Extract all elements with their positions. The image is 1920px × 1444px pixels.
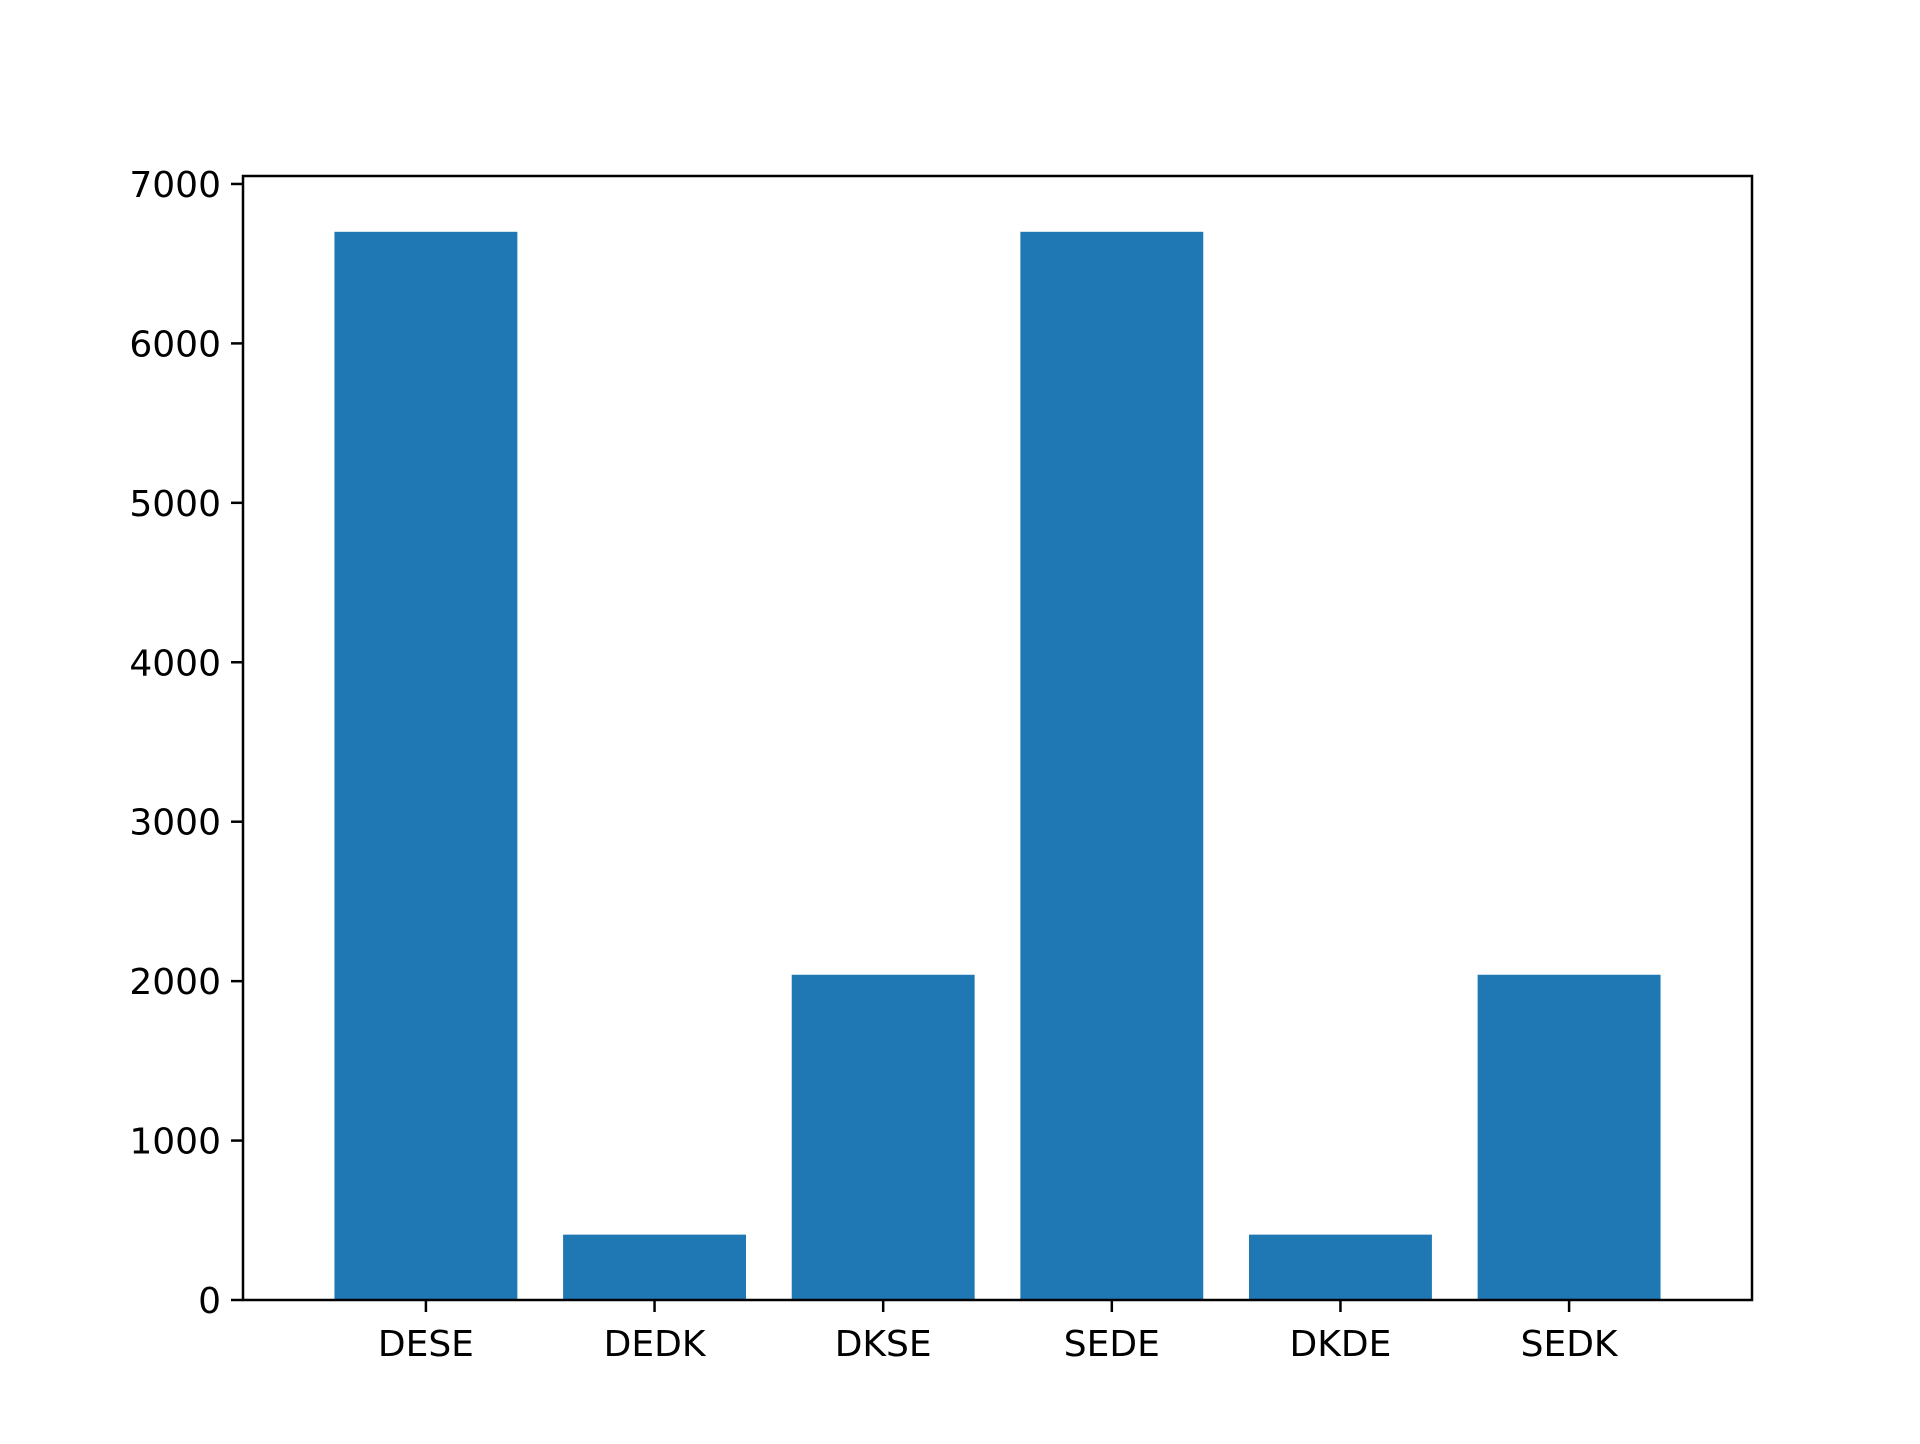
bar-dedk: [563, 1234, 746, 1300]
x-axis: DESE DEDK DKSE SEDE DKDE SEDK: [378, 1300, 1619, 1365]
y-tick-label: 5000: [129, 484, 221, 525]
y-tick-label: 7000: [129, 165, 221, 206]
bar-dkse: [791, 974, 975, 1300]
y-tick-label: 1000: [129, 1122, 221, 1163]
x-tick-label: DKDE: [1290, 1324, 1392, 1365]
plot-frame: [241, 174, 1754, 1302]
x-tick-label: SEDK: [1521, 1324, 1619, 1365]
y-tick-label: 2000: [129, 962, 221, 1003]
bar-dese: [334, 231, 518, 1301]
y-tick-label: 0: [198, 1281, 221, 1322]
y-tick-label: 4000: [129, 643, 221, 684]
y-tick-label: 3000: [129, 803, 221, 844]
bar-dkde: [1249, 1234, 1432, 1300]
x-tick-label: DKSE: [835, 1324, 932, 1365]
x-tick-label: DEDK: [604, 1324, 707, 1365]
y-axis: 0 1000 2000 3000 4000 5000 6000 7000: [129, 165, 243, 1322]
x-tick-label: SEDE: [1064, 1324, 1160, 1365]
bar-sede: [1020, 231, 1204, 1301]
x-tick-label: DESE: [378, 1324, 474, 1365]
bars-layer: [334, 231, 1661, 1301]
bar-sedk: [1477, 974, 1661, 1300]
y-tick-label: 6000: [129, 324, 221, 365]
